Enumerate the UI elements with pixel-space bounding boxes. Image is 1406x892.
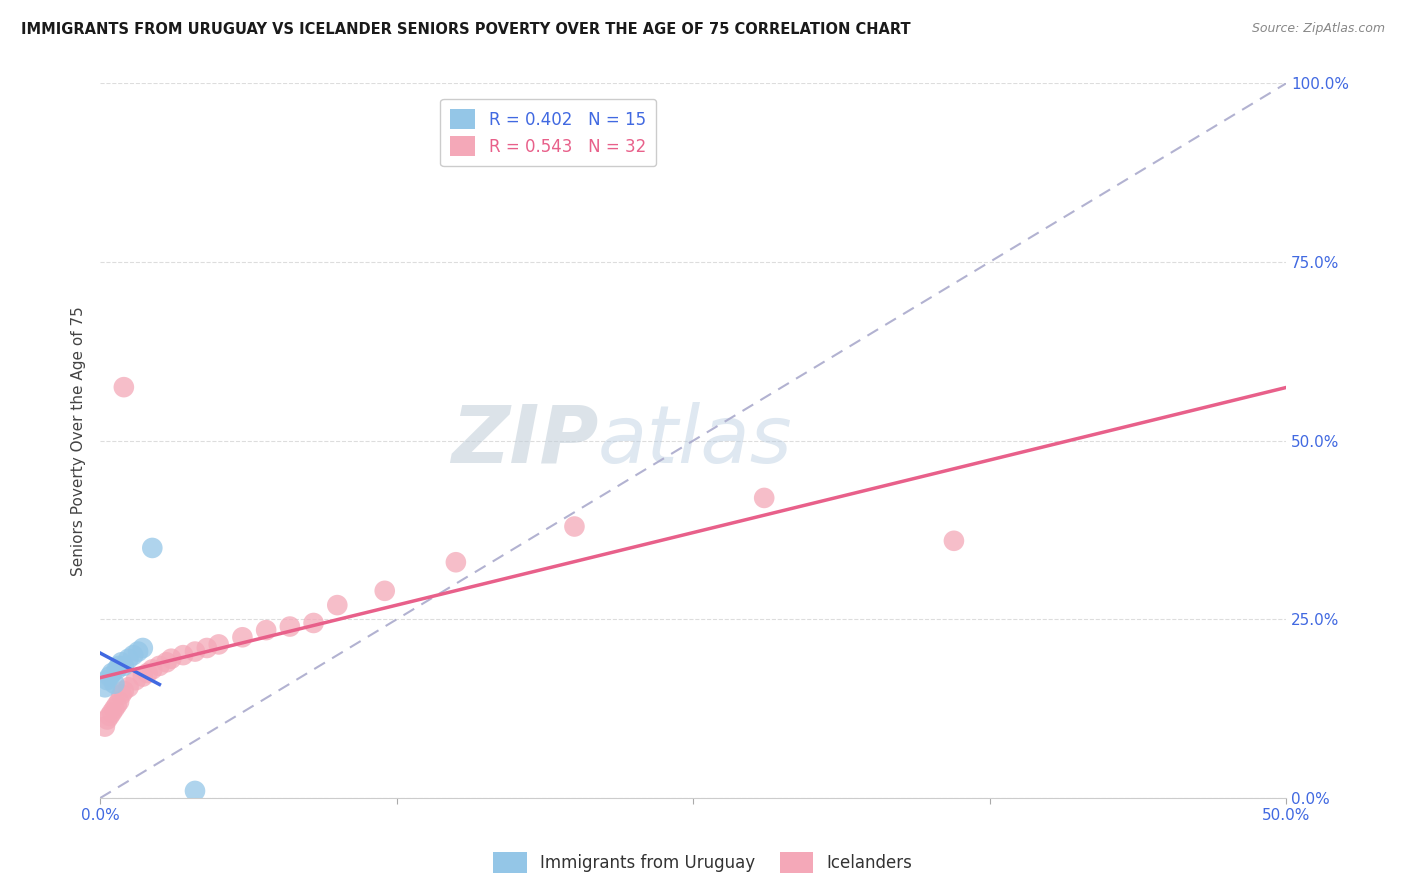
- Point: [117, 651, 139, 665]
- Text: ZIP: ZIP: [451, 401, 598, 480]
- Point: [278, 619, 301, 633]
- Point: [117, 681, 139, 695]
- Point: [98, 709, 121, 723]
- Point: [942, 533, 965, 548]
- Point: [96, 673, 118, 688]
- Point: [98, 669, 121, 683]
- Point: [141, 541, 163, 555]
- Point: [184, 784, 207, 798]
- Point: [110, 688, 132, 702]
- Point: [184, 644, 207, 658]
- Point: [374, 583, 396, 598]
- Text: IMMIGRANTS FROM URUGUAY VS ICELANDER SENIORS POVERTY OVER THE AGE OF 75 CORRELAT: IMMIGRANTS FROM URUGUAY VS ICELANDER SEN…: [21, 22, 911, 37]
- Point: [302, 615, 325, 630]
- Point: [444, 555, 467, 569]
- Point: [94, 681, 117, 695]
- Point: [108, 658, 131, 673]
- Point: [231, 630, 253, 644]
- Point: [564, 519, 586, 533]
- Point: [96, 713, 118, 727]
- Point: [172, 648, 194, 662]
- Point: [754, 491, 776, 505]
- Point: [103, 702, 125, 716]
- Point: [208, 637, 231, 651]
- Legend: R = 0.402   N = 15, R = 0.543   N = 32: R = 0.402 N = 15, R = 0.543 N = 32: [440, 99, 657, 166]
- Point: [101, 706, 124, 720]
- Point: [132, 640, 155, 655]
- Text: atlas: atlas: [598, 401, 793, 480]
- Point: [112, 684, 135, 698]
- Point: [108, 695, 131, 709]
- Point: [195, 640, 218, 655]
- Point: [125, 673, 148, 688]
- Point: [105, 662, 128, 676]
- Point: [136, 665, 159, 680]
- Point: [105, 698, 128, 713]
- Point: [127, 644, 149, 658]
- Point: [132, 669, 155, 683]
- Point: [254, 623, 277, 637]
- Y-axis label: Seniors Poverty Over the Age of 75: Seniors Poverty Over the Age of 75: [72, 306, 86, 575]
- Point: [141, 662, 163, 676]
- Legend: Immigrants from Uruguay, Icelanders: Immigrants from Uruguay, Icelanders: [486, 846, 920, 880]
- Point: [101, 665, 124, 680]
- Text: Source: ZipAtlas.com: Source: ZipAtlas.com: [1251, 22, 1385, 36]
- Point: [112, 658, 135, 673]
- Point: [148, 658, 170, 673]
- Point: [110, 655, 132, 669]
- Point: [122, 648, 145, 662]
- Point: [155, 655, 177, 669]
- Point: [112, 380, 135, 394]
- Point: [326, 598, 349, 612]
- Point: [160, 651, 183, 665]
- Point: [94, 720, 117, 734]
- Point: [103, 677, 125, 691]
